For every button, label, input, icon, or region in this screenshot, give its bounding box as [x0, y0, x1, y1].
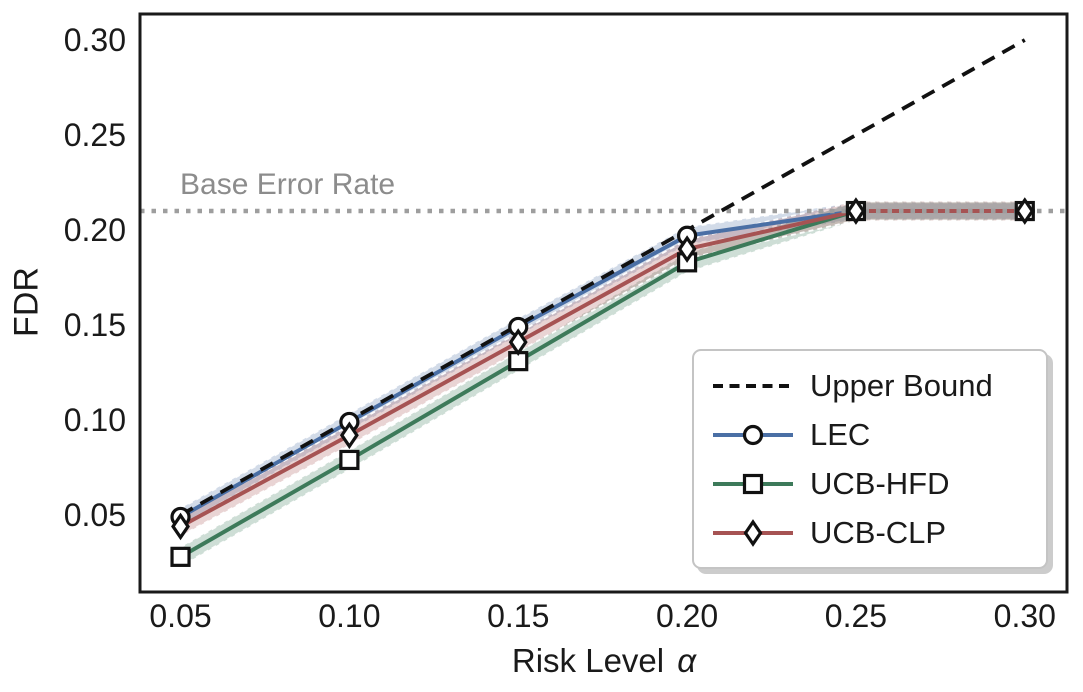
ucb-clp-marker [171, 512, 190, 541]
legend-sample-marker [742, 424, 764, 445]
legend-item-lec: LEC [710, 410, 1032, 459]
legend-sample-marker [742, 473, 764, 494]
y-tick-label: 0.15 [64, 307, 126, 343]
y-tick-label: 0.05 [64, 497, 126, 533]
x-tick-label: 0.25 [825, 598, 887, 634]
x-tick-label: 0.15 [487, 598, 549, 634]
ucb-clp-marker [508, 328, 528, 356]
x-tick-label: 0.05 [149, 598, 211, 634]
legend-label: Upper Bound [810, 367, 993, 403]
legend: Upper Bound LEC UCB-HFD UCB-CLP [692, 349, 1048, 569]
lec-band-edge [180, 218, 1025, 527]
y-tick-label: 0.10 [64, 402, 126, 438]
y-tick-label: 0.20 [64, 212, 126, 248]
y-axis-title: FDR [7, 267, 46, 337]
axes-spines [138, 12, 1069, 594]
legend-item-ucb-hfd: UCB-HFD [710, 459, 1032, 508]
legend-label: UCB-CLP [810, 514, 947, 550]
legend-label: LEC [810, 416, 871, 452]
dashed-line-sample-icon [713, 383, 793, 388]
alpha-symbol: α [677, 642, 697, 679]
ucb-clp-line [179, 209, 1025, 529]
legend-item-upper-bound: Upper Bound [710, 361, 1032, 410]
legend-sample-marker [743, 518, 763, 547]
ucb-clp-marker [1015, 197, 1035, 225]
legend-item-ucb-clp: UCB-CLP [710, 508, 1032, 557]
ucb-hfd-marker [339, 449, 360, 471]
x-tick-label: 0.20 [656, 598, 718, 634]
lec-band-edge [180, 201, 1025, 510]
diamond-marker-sample-icon [713, 518, 793, 547]
base-error-rate-label: Base Error Rate [180, 168, 396, 201]
ucb-clp-marker [846, 197, 866, 225]
legend-label: UCB-HFD [810, 465, 950, 501]
ucb-clp-marker [677, 235, 697, 263]
ucb-hfd-marker [170, 546, 191, 567]
x-tick-label: 0.30 [994, 598, 1056, 634]
circle-marker-sample-icon [713, 424, 793, 445]
x-tick-label: 0.10 [318, 598, 380, 634]
square-marker-sample-icon [713, 473, 793, 494]
x-axis-title-text: Risk Level [511, 642, 665, 679]
y-tick-label: 0.25 [64, 117, 126, 153]
ucb-clp-band-edge [180, 219, 1025, 537]
ucb-clp-marker [339, 421, 359, 450]
ucb-hfd-band-edge [180, 200, 1025, 549]
x-axis-title: Risk Level α [512, 642, 696, 680]
upper-bound-line [179, 38, 1026, 517]
y-tick-label: 0.30 [64, 22, 126, 58]
ucb-clp-band-edge [180, 200, 1025, 518]
ucb-hfd-band-edge [180, 219, 1025, 568]
